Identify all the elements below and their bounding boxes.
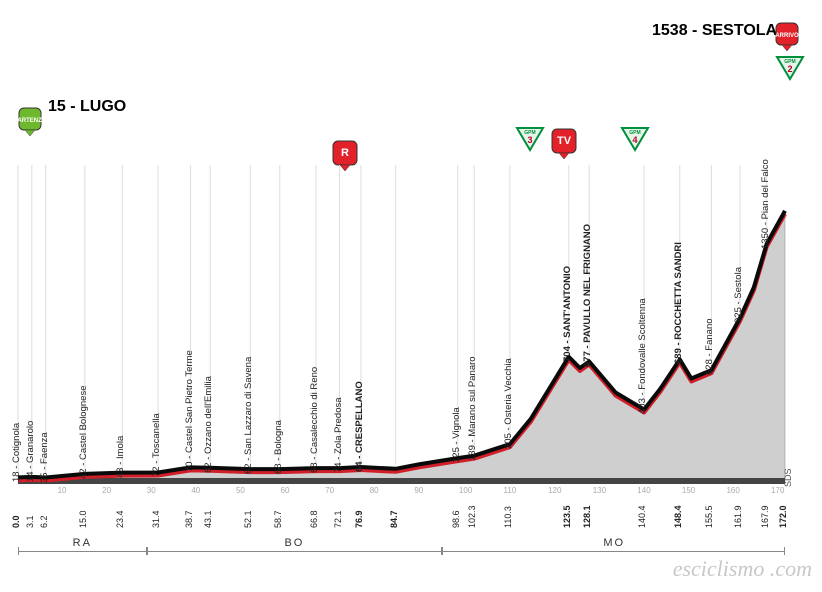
km-tick: 160 — [726, 486, 739, 495]
km-label: 128.1 — [582, 505, 592, 528]
km-label: 123.5 — [562, 505, 572, 528]
km-label: 172.0 — [778, 505, 788, 528]
km-tick: 80 — [370, 486, 379, 495]
province-bracket — [147, 551, 441, 552]
km-tick: 170 — [771, 486, 784, 495]
km-label: 110.3 — [503, 506, 513, 528]
km-label: 23.4 — [115, 510, 125, 528]
km-label: 0.0 — [11, 515, 21, 528]
km-label: 38.7 — [184, 510, 194, 528]
km-label: 15.0 — [78, 510, 88, 528]
province-label: BO — [284, 537, 304, 549]
km-tick: 20 — [102, 486, 111, 495]
km-label: 6.2 — [39, 515, 49, 528]
km-tick: 30 — [147, 486, 156, 495]
locality-label: 205 - Osteria Vecchia — [503, 358, 514, 449]
locality-label: 62 - San Lazzaro di Savena — [243, 357, 254, 474]
locality-label: 403 - Fondovalle Scoltenna — [637, 299, 648, 415]
km-tick: 150 — [682, 486, 695, 495]
km-label: 102.3 — [467, 505, 477, 528]
km-label: 58.7 — [273, 510, 283, 528]
km-label: 148.4 — [673, 505, 683, 528]
sds-label: SDS — [783, 468, 793, 487]
km-label: 72.1 — [333, 510, 343, 528]
km-tick: 70 — [325, 486, 334, 495]
km-tick: 50 — [236, 486, 245, 495]
km-label: 31.4 — [151, 510, 161, 528]
province-bracket — [18, 551, 147, 552]
province-label: MO — [603, 537, 625, 549]
locality-label: 689 - ROCCHETTA SANDRI — [673, 242, 684, 364]
locality-label: 68 - Bologna — [273, 420, 284, 474]
locality-label: 1350 - Pian del Falco — [760, 159, 771, 249]
locality-label: 70 - Castel San Pietro Terme — [184, 351, 195, 473]
province-bracket — [442, 551, 785, 552]
km-label: 140.4 — [637, 505, 647, 528]
km-tick: 100 — [459, 486, 472, 495]
km-tick: 130 — [593, 486, 606, 495]
locality-label: 677 - PAVULLO NEL FRIGNANO — [582, 223, 593, 366]
km-tick: 60 — [281, 486, 290, 495]
locality-label: 704 - SANT'ANTONIO — [562, 266, 573, 362]
km-tick: 140 — [637, 486, 650, 495]
km-label: 52.1 — [243, 510, 253, 528]
km-label: 66.8 — [309, 510, 319, 528]
watermark: esciclismo .com — [673, 556, 812, 582]
locality-label: 628 - Fanano — [704, 319, 715, 376]
locality-label: 925 - Sestola — [733, 267, 744, 323]
km-tick: 120 — [548, 486, 561, 495]
km-label: 84.7 — [389, 510, 399, 528]
km-tick: 110 — [504, 486, 517, 495]
locality-label: 62 - Ozzano dell'Emilia — [203, 376, 214, 473]
profile-area — [0, 0, 822, 592]
locality-label: 18 - Cotignola — [11, 423, 22, 482]
locality-label: 35 - Faenza — [39, 432, 50, 483]
km-label: 155.5 — [704, 505, 714, 528]
locality-label: 42 - Castel Bolognese — [78, 385, 89, 478]
km-tick: 10 — [58, 486, 67, 495]
elevation-profile-chart: 15 - LUGO 1538 - SESTOLA PARTENZA ARRIVO… — [0, 0, 822, 592]
locality-label: 64 - CRESPELLANO — [354, 381, 365, 472]
km-label: 3.1 — [25, 515, 35, 528]
km-tick: 40 — [191, 486, 200, 495]
km-label: 98.6 — [451, 510, 461, 528]
km-label: 43.1 — [203, 510, 213, 528]
locality-label: 43 - Imola — [115, 435, 126, 477]
locality-label: 139 - Marano sul Panaro — [467, 356, 478, 461]
locality-label: 125 - Vignola — [451, 407, 462, 463]
km-label: 161.9 — [733, 505, 743, 528]
locality-label: 74 - Zola Predosa — [333, 398, 344, 474]
locality-label: 14 - Granarolo — [25, 421, 36, 482]
km-tick: 90 — [414, 486, 423, 495]
km-label: 167.9 — [760, 505, 770, 528]
km-label: 76.9 — [354, 510, 364, 528]
province-label: RA — [73, 537, 92, 549]
locality-label: 72 - Toscanella — [151, 414, 162, 478]
locality-label: 68 - Casalecchio di Reno — [309, 367, 320, 473]
